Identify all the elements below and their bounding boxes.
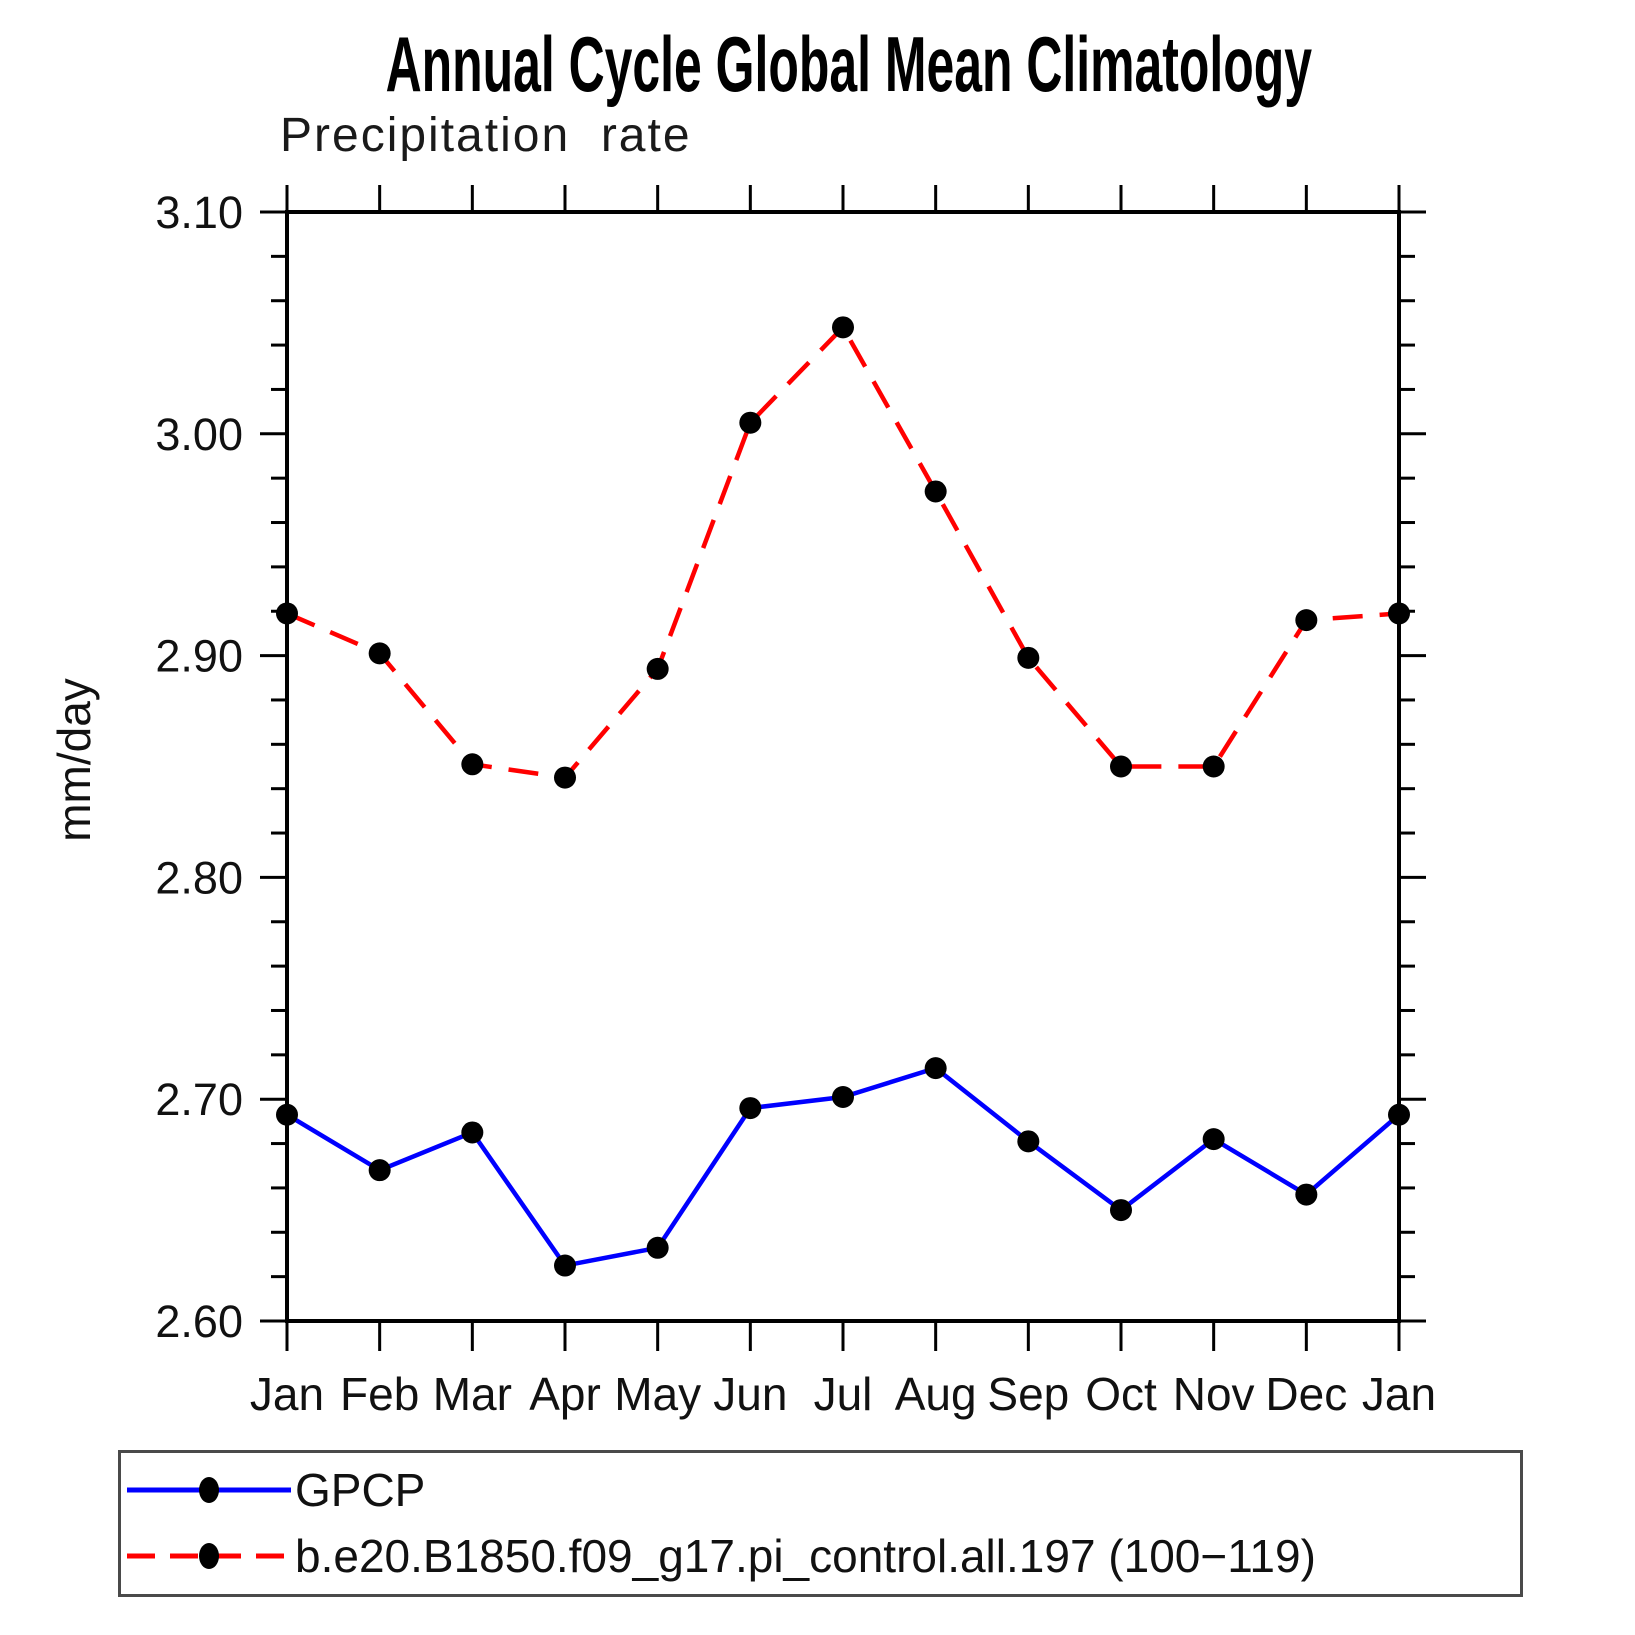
data-point-1-Jan <box>1388 602 1410 625</box>
x-tick-label: Mar <box>433 1368 512 1420</box>
x-tick-label: Jul <box>814 1368 873 1420</box>
data-point-0-Oct <box>1110 1199 1132 1222</box>
data-point-0-Jul <box>832 1085 854 1108</box>
data-point-0-Apr <box>554 1254 576 1277</box>
data-point-0-May <box>646 1236 669 1259</box>
data-point-1-May <box>646 657 669 680</box>
x-tick-label: May <box>614 1368 701 1420</box>
chart-title: Annual Cycle Global Mean Climatology <box>0 20 1635 110</box>
y-tick-label: 2.70 <box>155 1074 243 1125</box>
data-point-0-Feb <box>368 1159 391 1182</box>
data-point-0-Aug <box>924 1057 947 1080</box>
data-point-1-Apr <box>554 766 576 789</box>
data-point-1-Sep <box>1017 646 1040 669</box>
legend: GPCP b.e20.B1850.f09_g17.pi_control.all.… <box>118 1450 1523 1597</box>
legend-item-model: b.e20.B1850.f09_g17.pi_control.all.197 (… <box>123 1533 1316 1579</box>
data-point-1-Feb <box>368 642 391 665</box>
x-tick-label: Aug <box>895 1368 977 1420</box>
y-tick-label: 2.80 <box>155 852 243 903</box>
x-tick-label: Jan <box>1362 1368 1436 1420</box>
legend-label-model: b.e20.B1850.f09_g17.pi_control.all.197 (… <box>295 1530 1316 1582</box>
y-tick-label: 2.60 <box>155 1296 243 1347</box>
legend-swatch-solid-line <box>127 1477 291 1503</box>
legend-marker-0 <box>199 1477 219 1503</box>
data-point-1-Jan <box>276 602 298 625</box>
data-point-0-Jan <box>276 1103 298 1126</box>
data-point-0-Jun <box>739 1097 762 1120</box>
data-point-1-Jul <box>832 316 854 339</box>
x-tick-label: Jun <box>713 1368 787 1420</box>
data-point-0-Dec <box>1295 1183 1318 1206</box>
y-tick-label: 3.00 <box>155 409 243 460</box>
data-point-0-Jan <box>1388 1103 1410 1126</box>
chart-title-text: Annual Cycle Global Mean Climatology <box>385 20 1312 108</box>
data-point-1-Aug <box>924 480 947 503</box>
data-point-1-Dec <box>1295 609 1318 632</box>
x-tick-label: Sep <box>987 1368 1069 1420</box>
data-point-1-Oct <box>1110 755 1132 778</box>
data-point-0-Sep <box>1017 1130 1040 1153</box>
x-tick-label: Jan <box>250 1368 324 1420</box>
data-point-1-Nov <box>1202 755 1225 778</box>
legend-marker-1 <box>199 1543 219 1569</box>
legend-label-gpcp: GPCP <box>295 1464 426 1516</box>
x-tick-label: Dec <box>1265 1368 1347 1420</box>
y-tick-label: 2.90 <box>155 631 243 682</box>
chart-subtitle: Precipitation rate <box>280 109 692 162</box>
y-axis-label-svg: mm/day <box>48 678 100 842</box>
y-tick-label: 3.10 <box>155 187 243 238</box>
legend-item-gpcp: GPCP <box>123 1467 425 1513</box>
x-tick-label: Oct <box>1085 1368 1157 1420</box>
plot-frame <box>285 210 1401 1323</box>
data-point-1-Jun <box>739 411 762 434</box>
x-tick-label: Apr <box>529 1368 601 1420</box>
data-point-1-Mar <box>461 753 484 776</box>
data-point-0-Mar <box>461 1121 484 1144</box>
legend-swatch-dashed-line <box>127 1543 291 1569</box>
x-tick-label: Nov <box>1173 1368 1255 1420</box>
series-line-1 <box>286 323 1400 780</box>
data-point-0-Nov <box>1202 1128 1225 1151</box>
x-tick-label: Feb <box>340 1368 419 1420</box>
